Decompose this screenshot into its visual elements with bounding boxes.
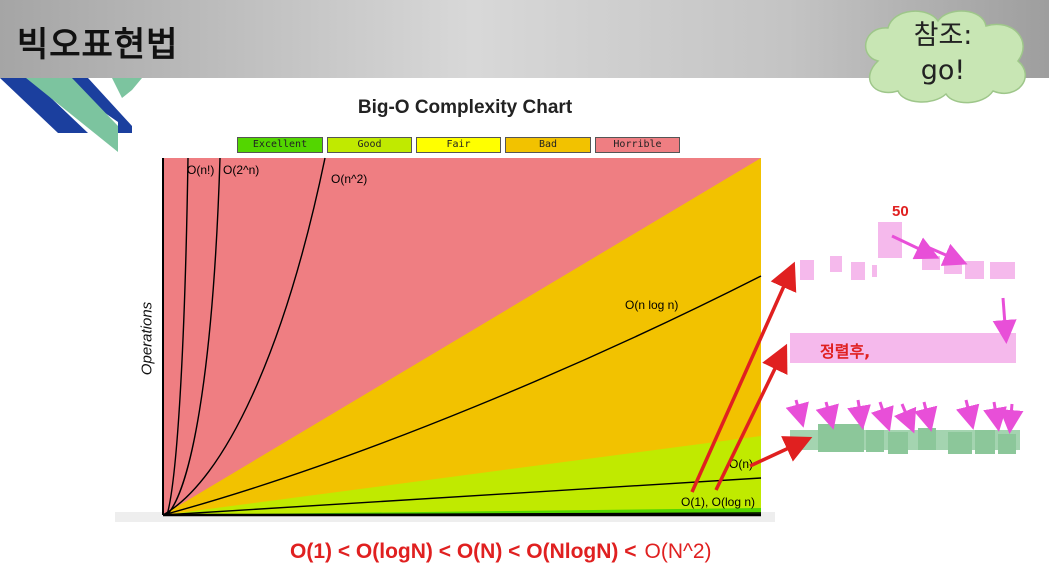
highlighted-value-label: 50 xyxy=(892,203,909,220)
sorted-bars xyxy=(790,424,1020,454)
arrow-to-sorted-bars xyxy=(749,436,813,468)
legend-horrible: Horrible xyxy=(595,137,680,153)
sorted-band xyxy=(790,333,1016,363)
curve-label-constant: O(1), O(log n) xyxy=(681,495,755,509)
zone-bad xyxy=(163,158,761,515)
complexity-order-formula: O(1) < O(logN) < O(N) < O(NlogN) < O(N^2) xyxy=(290,540,930,564)
slide-title: 빅오표현법 xyxy=(17,25,179,65)
curve-label-2-power-n: O(2^n) xyxy=(223,163,259,177)
curve-linear xyxy=(162,477,762,516)
curve-label-n-factorial: O(n!) xyxy=(187,163,214,177)
pink-arrows xyxy=(785,234,1024,434)
cloud-note-text: 참조: go! xyxy=(913,20,973,86)
unsorted-bars xyxy=(800,222,1015,280)
zone-good xyxy=(163,436,761,515)
formula-main: O(1) < O(logN) < O(N) < O(NlogN) < xyxy=(290,540,637,563)
curve-n-squared xyxy=(162,157,326,516)
decorative-logo xyxy=(0,78,142,152)
curve-n-factorial xyxy=(166,157,189,516)
curve-2-power-n xyxy=(166,157,221,516)
sorted-label: 정렬후, xyxy=(820,342,871,361)
legend-good: Good xyxy=(327,137,412,153)
curve-label-linear: O(n) xyxy=(729,457,753,471)
curve-n-log-n xyxy=(162,275,762,516)
arrow-down xyxy=(992,297,1017,344)
formula-last: O(N^2) xyxy=(644,540,712,563)
complexity-chart: O(n!) O(2^n) O(n^2) O(n log n) O(n) O(1)… xyxy=(115,157,775,522)
arrow-swap xyxy=(924,243,968,266)
legend-excellent: Excellent xyxy=(237,137,323,153)
red-arrows xyxy=(690,261,813,493)
legend-fair: Fair xyxy=(416,137,501,153)
cloud-note-shape xyxy=(864,10,1027,104)
arrow-move-50 xyxy=(891,234,940,260)
chart-title: Big-O Complexity Chart xyxy=(357,97,573,118)
curve-label-n-squared: O(n^2) xyxy=(331,172,367,186)
curve-label-n-log-n: O(n log n) xyxy=(625,298,678,312)
legend-bad: Bad xyxy=(505,137,591,153)
arrow-to-unsorted xyxy=(690,261,797,493)
arrow-to-sorted xyxy=(714,343,788,491)
